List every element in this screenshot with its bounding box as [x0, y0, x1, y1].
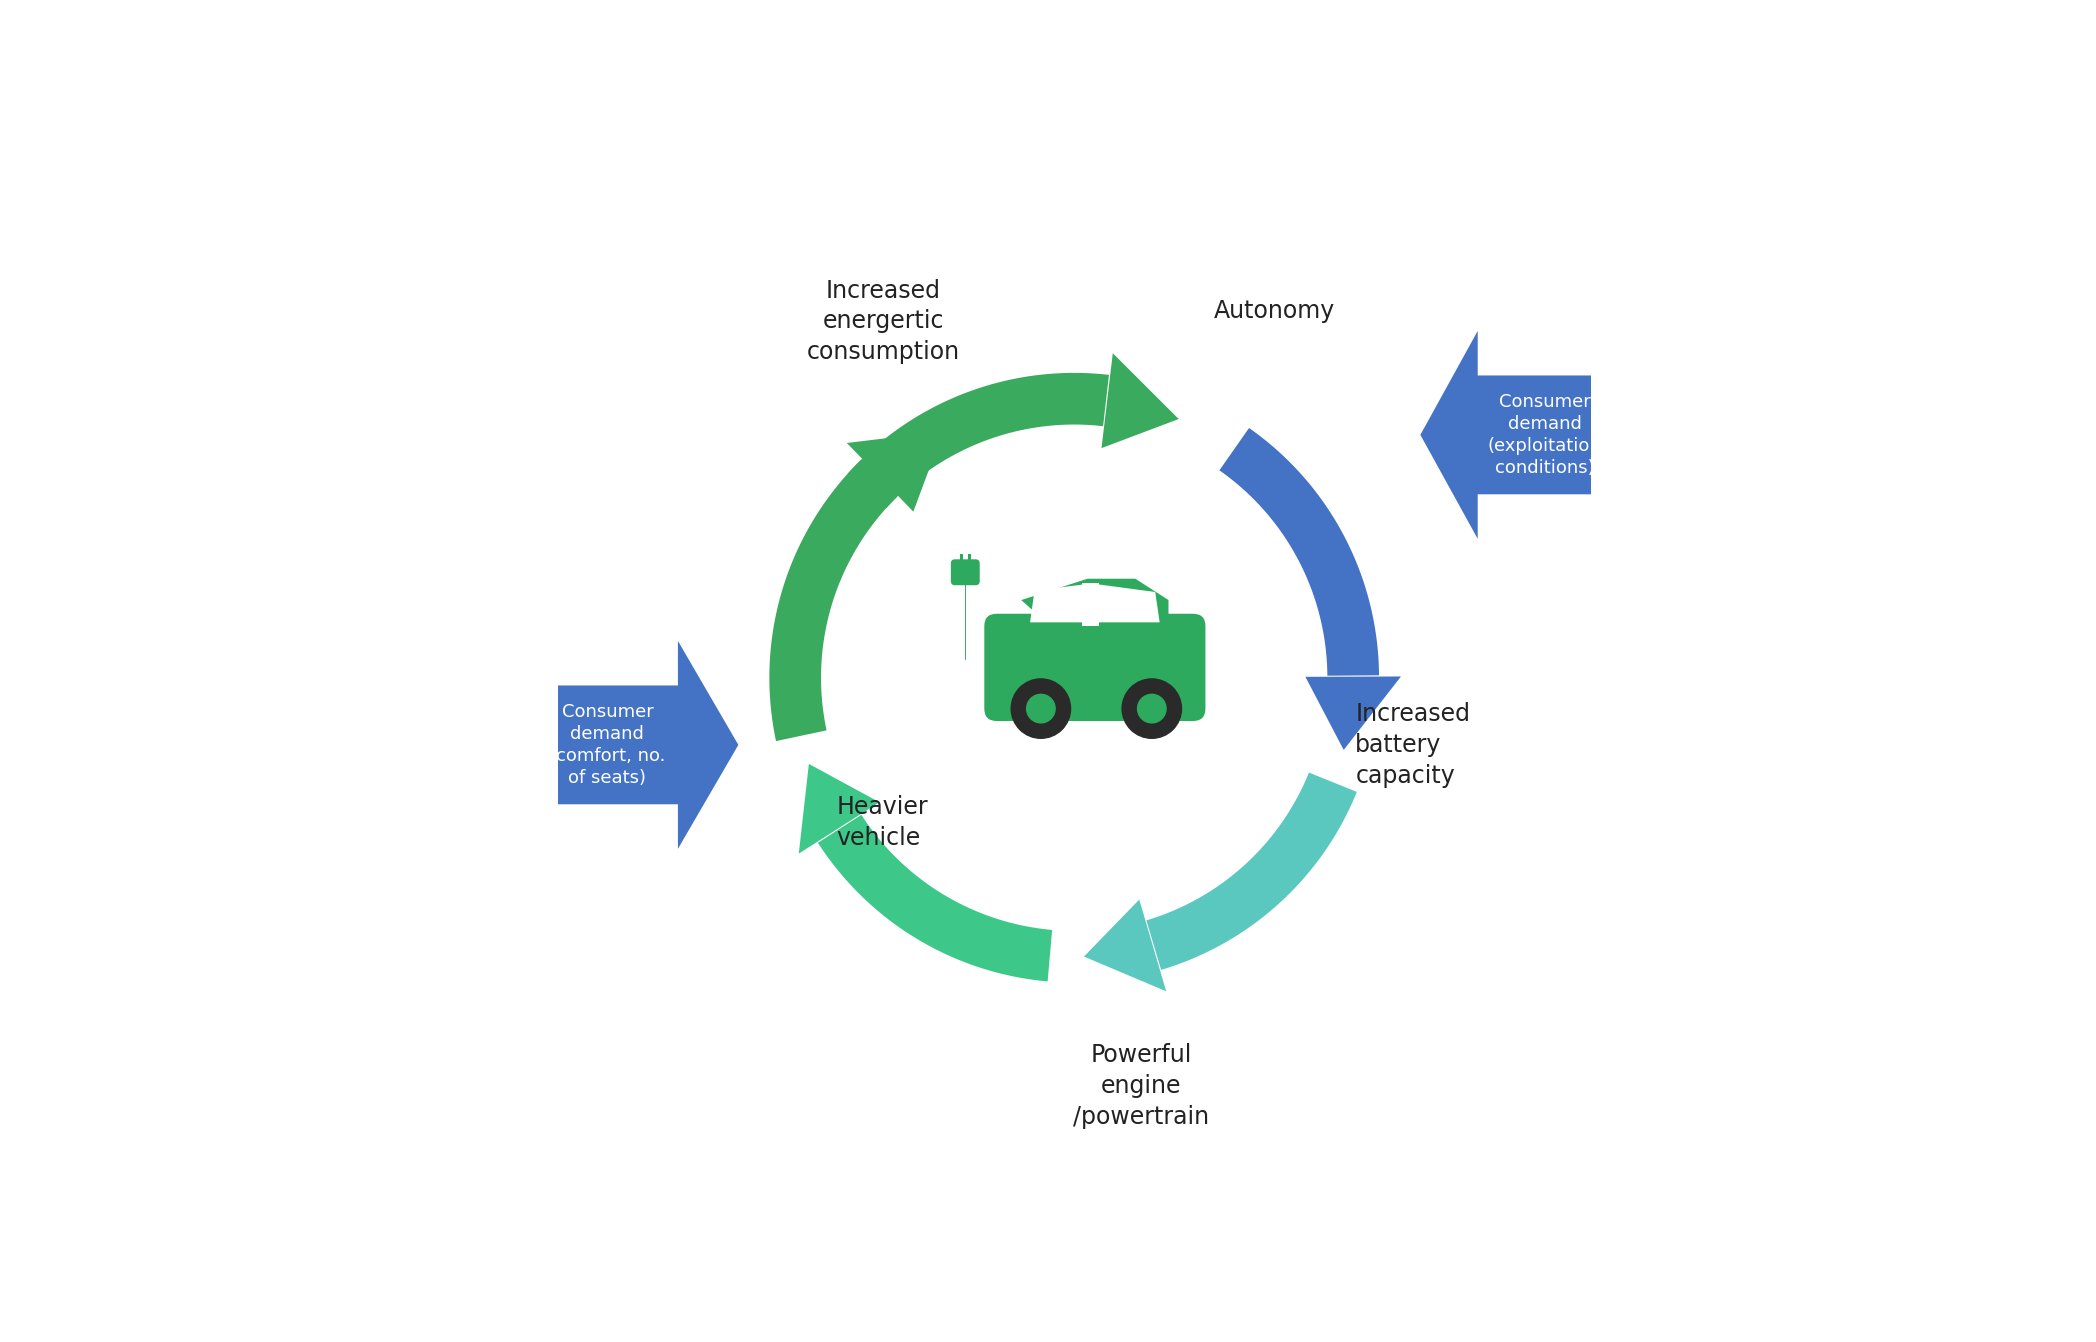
Text: Autonomy: Autonomy	[1214, 299, 1335, 323]
Bar	[968, 554, 970, 564]
Polygon shape	[537, 641, 738, 849]
Bar	[1082, 584, 1098, 627]
Circle shape	[1121, 679, 1182, 738]
Polygon shape	[847, 431, 943, 511]
Bar	[960, 554, 962, 564]
Polygon shape	[1220, 428, 1379, 676]
Polygon shape	[1147, 773, 1356, 970]
Text: Increased
battery
capacity: Increased battery capacity	[1356, 702, 1469, 788]
FancyBboxPatch shape	[985, 613, 1205, 721]
Text: Heavier
vehicle: Heavier vehicle	[836, 794, 929, 849]
Polygon shape	[799, 764, 880, 854]
Circle shape	[1010, 679, 1071, 738]
Polygon shape	[1084, 899, 1165, 992]
Text: Consumer
demand
(exploitation
conditions): Consumer demand (exploitation conditions…	[1488, 393, 1601, 478]
Polygon shape	[847, 373, 1109, 509]
Polygon shape	[1421, 331, 1612, 539]
Text: Powerful
engine
/powertrain: Powerful engine /powertrain	[1073, 1043, 1209, 1129]
Polygon shape	[1021, 578, 1167, 627]
Polygon shape	[817, 815, 1052, 981]
Text: Increased
energertic
consumption: Increased energertic consumption	[807, 279, 960, 364]
Polygon shape	[769, 460, 897, 741]
Circle shape	[1138, 694, 1165, 723]
Polygon shape	[1029, 584, 1084, 623]
Text: Consumer
demand
(comfort, no.
of seats): Consumer demand (comfort, no. of seats)	[549, 703, 667, 788]
FancyBboxPatch shape	[952, 560, 979, 585]
Polygon shape	[1306, 676, 1400, 750]
Polygon shape	[1102, 353, 1178, 448]
Circle shape	[1027, 694, 1054, 723]
Polygon shape	[1098, 584, 1159, 623]
